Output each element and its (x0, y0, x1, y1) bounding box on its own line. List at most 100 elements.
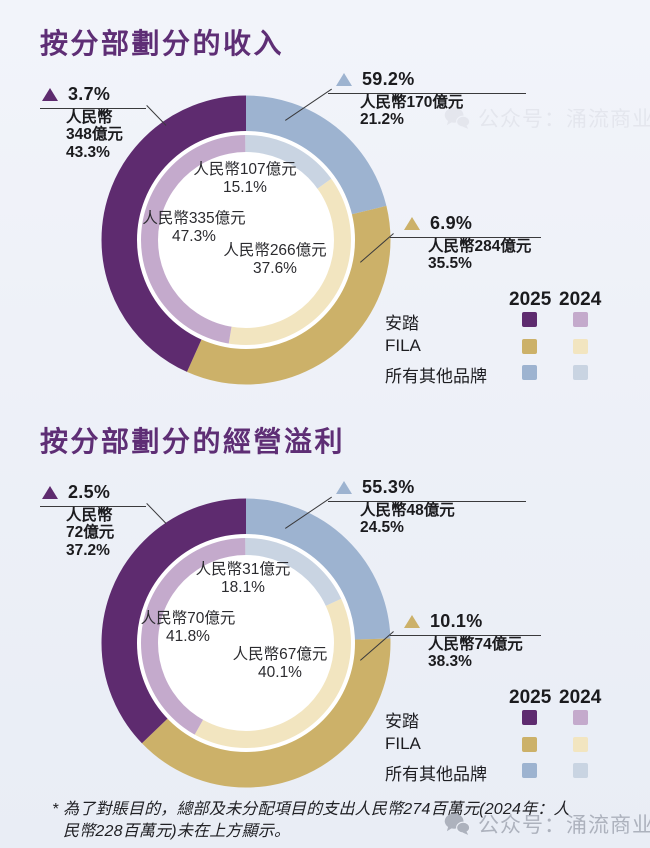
legend-label-anta: 安踏 (385, 314, 419, 333)
other-brands-revenue-callout: 59.2% 人民幣170億元 21.2% (328, 69, 526, 129)
callout-line: 人民幣 (66, 109, 113, 126)
callout-line: 72億元 (66, 524, 115, 542)
安踏-2025-segment (101, 95, 391, 385)
fila-revenue-callout: 6.9% 人民幣284億元 35.5% (390, 213, 541, 273)
legend: 2025 2024 安踏 FILA 所有其他品牌 (385, 687, 635, 787)
callout-heading: 2.5% (40, 482, 146, 507)
fila-profit-callout: 10.1% 人民幣74億元 38.3% (390, 611, 541, 671)
callout-line: 人民幣74億元 (428, 636, 523, 653)
profit-chart-title: 按分部劃分的經營溢利 (40, 426, 346, 457)
anta-2025-swatch (522, 312, 537, 327)
label-2024-anta: 人民幣70億元 41.8% (78, 610, 298, 645)
anta-2025-swatch (522, 710, 537, 725)
other-2024-swatch (573, 365, 588, 380)
label-share: 18.1% (221, 578, 265, 596)
anta-revenue-callout: 3.7% 人民幣 348億元 43.3% (40, 84, 146, 161)
legend-label-fila: FILA (385, 734, 421, 753)
label-2024-other-brands: 人民幣107億元 15.1% (135, 161, 355, 196)
anta-2024-swatch (573, 710, 588, 725)
legend-year-2025: 2025 (509, 289, 552, 310)
wechat-icon (444, 107, 470, 129)
other-growth-pct: 55.3% (362, 477, 415, 497)
FILA-2024-segment (139, 536, 353, 750)
anta-growth-pct: 2.5% (68, 482, 111, 502)
label-2024-fila: 人民幣67億元 40.1% (170, 646, 390, 681)
FILA-2025-segment (101, 498, 391, 788)
fila-growth-pct: 10.1% (430, 611, 483, 631)
安踏-2025-segment (101, 498, 391, 788)
footnote: * 為了對賬目的，總部及未分配項目的支出人民幣274百萬元(2024年：人民幣2… (52, 801, 570, 840)
label-share: 37.6% (253, 259, 297, 277)
revenue-chart-title: 按分部劃分的收入 (40, 28, 285, 59)
watermark-text: 公众号：涌流商业 (478, 108, 650, 131)
label-2024-anta: 人民幣335億元 47.3% (84, 210, 304, 245)
callout-line: 38.3% (428, 653, 472, 671)
label-2024-other-brands: 人民幣31億元 18.1% (133, 561, 353, 596)
other-2025-swatch (522, 763, 537, 778)
callout-heading: 55.3% (328, 477, 526, 502)
fila-growth-pct: 6.9% (430, 213, 473, 233)
callout-line: 人民幣170億元 (360, 94, 464, 111)
legend-label-anta: 安踏 (385, 712, 419, 731)
callout-line: 人民幣284億元 (428, 238, 532, 255)
安踏-2024-segment (139, 133, 353, 347)
label-share: 40.1% (258, 663, 302, 681)
label-share: 47.3% (172, 227, 216, 245)
callout-line: 人民幣48億元 (360, 502, 455, 519)
increase-triangle-icon (404, 615, 420, 628)
increase-triangle-icon (404, 217, 420, 230)
fila-2024-swatch (573, 737, 588, 752)
revenue-chart-section: 按分部劃分的收入 3.7% 人民幣 348億元 43.3% 59.2% 人民幣1… (0, 0, 650, 400)
callout-line: 21.2% (360, 111, 404, 129)
callout-heading: 6.9% (390, 213, 541, 238)
legend-year-2025: 2025 (509, 687, 552, 708)
other-brands-profit-callout: 55.3% 人民幣48億元 24.5% (328, 477, 526, 537)
donut-center (158, 555, 334, 731)
callout-line: 24.5% (360, 519, 404, 537)
other-growth-pct: 59.2% (362, 69, 415, 89)
revenue-donut-chart (101, 95, 391, 385)
other-2025-swatch (522, 365, 537, 380)
wechat-icon (444, 813, 470, 835)
ring-separator (137, 534, 355, 752)
callout-heading: 3.7% (40, 84, 146, 109)
callout-line: 348億元 (66, 126, 123, 144)
increase-triangle-icon (42, 88, 58, 101)
anta-profit-callout: 2.5% 人民幣 72億元 37.2% (40, 482, 146, 559)
callout-heading: 59.2% (328, 69, 526, 94)
fila-2024-swatch (573, 339, 588, 354)
label-share: 15.1% (223, 178, 267, 196)
label-share: 41.8% (166, 627, 210, 645)
watermark-bottom: 公众号：涌流商业 (444, 809, 650, 839)
legend-label-other: 所有其他品牌 (385, 765, 487, 784)
increase-triangle-icon (336, 73, 352, 86)
callout-heading: 10.1% (390, 611, 541, 636)
legend-label-fila: FILA (385, 336, 421, 355)
callout-line: 37.2% (66, 541, 110, 559)
FILA-2024-segment (139, 133, 353, 347)
increase-triangle-icon (42, 486, 58, 499)
label-2024-fila: 人民幣266億元 37.6% (165, 242, 385, 277)
profit-chart-section: 按分部劃分的經營溢利 2.5% 人民幣 72億元 37.2% 55.3% 人民幣… (0, 398, 650, 798)
watermark-text: 公众号：涌流商业 (478, 814, 650, 837)
callout-line: 35.5% (428, 255, 472, 273)
anta-2024-swatch (573, 312, 588, 327)
callout-line: 人民幣 (66, 507, 113, 524)
legend-label-other: 所有其他品牌 (385, 367, 487, 386)
legend-year-2024: 2024 (559, 289, 602, 310)
label-value: 人民幣107億元 (193, 161, 297, 178)
ring-separator (137, 131, 355, 349)
fila-2025-swatch (522, 339, 537, 354)
FILA-2025-segment (101, 95, 391, 385)
安踏-2024-segment (139, 536, 353, 750)
watermark-top: 公众号：涌流商业 (444, 103, 650, 133)
label-value: 人民幣31億元 (195, 561, 291, 578)
donut-center (158, 152, 334, 328)
fila-2025-swatch (522, 737, 537, 752)
label-value: 人民幣335億元 (142, 210, 246, 227)
increase-triangle-icon (336, 481, 352, 494)
callout-line: 43.3% (66, 143, 110, 161)
profit-donut-chart (101, 498, 391, 788)
label-value: 人民幣70億元 (140, 610, 236, 627)
